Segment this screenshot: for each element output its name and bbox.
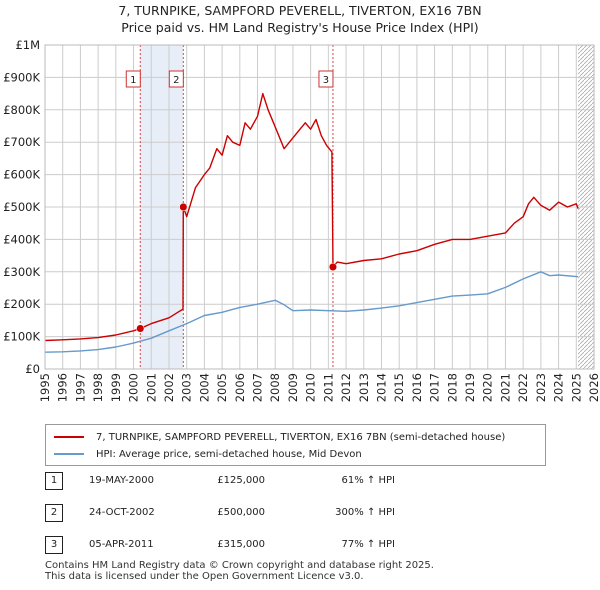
transaction-marker-label: 1 [130, 75, 136, 86]
y-tick-label: £700K [3, 135, 40, 149]
transaction-marker-box [318, 70, 334, 88]
transaction-date: 05-APR-2011 [89, 539, 154, 550]
x-tick-label: 2011 [321, 373, 335, 402]
y-tick-label: £300K [3, 265, 40, 279]
transaction-point [136, 324, 145, 333]
y-tick-label: £200K [3, 297, 40, 311]
transaction-number: 1 [45, 472, 63, 490]
table-row: 2 24-OCT-2002 £500,000 300% ↑ HPI [45, 504, 465, 524]
x-tick-label: 2020 [481, 373, 495, 402]
footer: Contains HM Land Registry data © Crown c… [45, 560, 434, 582]
transaction-marker-box [168, 70, 184, 88]
x-tick-label: 2024 [552, 373, 566, 402]
y-tick-label: £0 [25, 362, 40, 376]
hpi-line [44, 271, 579, 353]
transaction-marker-label: 3 [323, 75, 329, 86]
transaction-point [179, 202, 188, 212]
transaction-number: 2 [45, 504, 63, 522]
x-tick-label: 2015 [392, 373, 406, 402]
x-tick-label: 2006 [233, 373, 247, 402]
y-tick-label: £900K [3, 70, 40, 84]
x-tick-label: 2013 [357, 373, 371, 402]
legend: 7, TURNPIKE, SAMPFORD PEVERELL, TIVERTON… [45, 424, 546, 466]
transaction-marker-box [125, 70, 141, 88]
transaction-number: 3 [45, 536, 63, 554]
x-tick-label: 1997 [73, 373, 87, 402]
x-tick-label: 2001 [144, 373, 158, 402]
legend-swatch-property [54, 436, 84, 438]
x-tick-label: 2008 [268, 373, 282, 402]
legend-label-hpi: HPI: Average price, semi-detached house,… [96, 448, 362, 460]
x-tick-label: 2018 [445, 373, 459, 402]
y-tick-label: £500K [3, 200, 40, 214]
transaction-price: £125,000 [217, 475, 265, 486]
chart-title-line1: 7, TURNPIKE, SAMPFORD PEVERELL, TIVERTON… [118, 3, 482, 18]
x-tick-label: 2005 [215, 373, 229, 402]
footer-copyright: Contains HM Land Registry data © Crown c… [45, 560, 434, 571]
x-tick-label: 1999 [109, 373, 123, 402]
transaction-marker-label: 2 [173, 75, 179, 86]
x-tick-label: 2019 [463, 373, 477, 402]
x-tick-label: 2012 [339, 373, 353, 402]
y-tick-label: £100K [3, 330, 40, 344]
transaction-price: £500,000 [217, 507, 265, 518]
y-tick-label: £400K [3, 232, 40, 246]
x-tick-label: 2016 [410, 373, 424, 402]
x-tick-label: 2021 [498, 373, 512, 402]
table-row: 3 05-APR-2011 £315,000 77% ↑ HPI [45, 536, 465, 556]
y-tick-label: £800K [3, 103, 40, 117]
x-tick-label: 2014 [374, 373, 388, 402]
property-price-line [44, 92, 579, 342]
x-tick-label: 2025 [569, 373, 583, 402]
legend-label-property: 7, TURNPIKE, SAMPFORD PEVERELL, TIVERTON… [96, 431, 506, 443]
x-tick-label: 2026 [587, 373, 600, 402]
transaction-date: 19-MAY-2000 [89, 475, 155, 486]
transaction-date: 24-OCT-2002 [89, 507, 155, 518]
x-tick-label: 1995 [38, 373, 52, 402]
transaction-hpi: 300% ↑ HPI [335, 507, 395, 518]
x-tick-label: 2003 [180, 373, 194, 402]
x-tick-label: 2007 [251, 373, 265, 402]
x-tick-label: 2010 [304, 373, 318, 402]
x-tick-label: 2017 [428, 373, 442, 402]
transaction-hpi: 61% ↑ HPI [341, 475, 395, 486]
x-tick-label: 1996 [56, 373, 70, 402]
x-tick-label: 2022 [516, 373, 530, 402]
x-tick-label: 1998 [91, 373, 105, 402]
transaction-price: £315,000 [217, 539, 265, 550]
chart-title-line2: Price paid vs. HM Land Registry's House … [121, 20, 479, 35]
table-row: 1 19-MAY-2000 £125,000 61% ↑ HPI [45, 472, 465, 492]
x-tick-label: 2004 [197, 373, 211, 402]
x-tick-label: 2009 [286, 373, 300, 402]
y-tick-label: £1M [15, 38, 40, 52]
x-tick-label: 2000 [127, 373, 141, 402]
legend-swatch-hpi [54, 453, 84, 455]
transaction-point [328, 262, 338, 271]
y-tick-label: £600K [3, 168, 40, 182]
legend-item-hpi: HPI: Average price, semi-detached house,… [54, 446, 362, 462]
x-tick-label: 2023 [534, 373, 548, 402]
price-chart: 1 2 3 £0 £100K £200K £300K £400K £500K £600K £700… [3, 38, 600, 402]
legend-item-property: 7, TURNPIKE, SAMPFORD PEVERELL, TIVERTON… [54, 429, 505, 445]
footer-licence: This data is licensed under the Open Gov… [45, 571, 364, 582]
x-tick-label: 2002 [162, 373, 176, 402]
transaction-hpi: 77% ↑ HPI [341, 539, 395, 550]
plot-frame [44, 44, 595, 370]
